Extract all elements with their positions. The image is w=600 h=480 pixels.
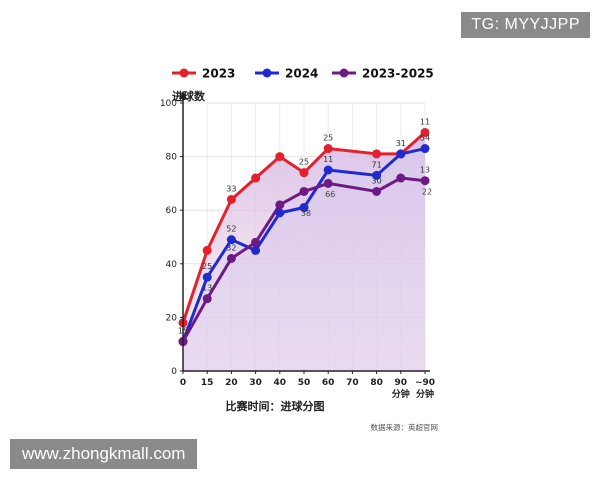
data-point xyxy=(372,170,382,180)
x-tick-label: ~90 xyxy=(415,378,435,388)
data-point xyxy=(420,176,430,186)
x-tick-label: 0 xyxy=(180,378,186,388)
data-point xyxy=(396,173,406,183)
x-tick-label: 80 xyxy=(370,378,383,388)
data-point xyxy=(202,294,212,304)
data-label: 13 xyxy=(202,284,212,293)
y-tick-label: 20 xyxy=(166,313,178,323)
series-line-2023-2025 xyxy=(181,176,426,343)
data-point xyxy=(299,186,309,196)
watermark-top: TG: MYYJJPP xyxy=(461,12,590,38)
legend-label: 2024 xyxy=(285,67,318,81)
x-tick-label: 15 xyxy=(201,378,214,388)
series-points xyxy=(178,127,430,347)
data-point xyxy=(202,272,212,282)
data-point xyxy=(226,194,236,204)
legend-marker xyxy=(179,68,189,78)
data-label: 22 xyxy=(422,187,432,196)
data-point xyxy=(420,127,430,137)
data-point xyxy=(372,186,382,196)
x-tick-label: 60 xyxy=(322,378,335,388)
data-point xyxy=(275,208,285,218)
data-label: 30 xyxy=(372,176,382,185)
y-tick-label: 40 xyxy=(166,260,178,270)
legend-label: 2023 xyxy=(202,67,235,81)
data-label: 31 xyxy=(396,139,406,148)
y-tick-label: 80 xyxy=(166,153,178,163)
watermark-bottom: www.zhongkmall.com xyxy=(10,439,198,469)
y-axis-label: 进球数 xyxy=(172,89,206,103)
x-tick-sublabel: 分钟 xyxy=(416,388,434,400)
data-point xyxy=(202,245,212,255)
data-point xyxy=(299,203,309,213)
data-point xyxy=(396,149,406,159)
data-labels: 332525112552117131541513323013223866 xyxy=(178,117,432,335)
data-point xyxy=(226,253,236,263)
legend-label: 2023-2025 xyxy=(362,67,434,81)
data-label: 25 xyxy=(299,158,309,167)
data-label: 25 xyxy=(202,262,212,271)
data-point xyxy=(323,178,333,188)
chart-card: 2023 2024 2023-2025 进球数 33 25 25 11 25 52 11 71 31… xyxy=(150,48,450,440)
y-tick-labels: 0 20 40 60 80 100 xyxy=(160,99,183,377)
x-tick-label: 70 xyxy=(346,378,359,388)
chart-axes xyxy=(179,91,430,372)
x-tick-label: 90 xyxy=(395,378,408,388)
area-2023-2025 xyxy=(183,178,425,371)
y-tick-label: 100 xyxy=(160,99,177,109)
legend-marker xyxy=(262,68,272,78)
series-lines xyxy=(181,131,426,343)
x-tick-label: 50 xyxy=(298,378,311,388)
data-label: 11 xyxy=(420,117,430,126)
data-point xyxy=(226,235,236,245)
data-point xyxy=(251,173,261,183)
data-label: 66 xyxy=(325,190,335,199)
y-tick-label: 0 xyxy=(171,367,177,377)
line-chart: 2023 2024 2023-2025 进球数 33 25 25 11 25 52 11 71 31… xyxy=(160,67,439,433)
data-label: 38 xyxy=(301,209,311,218)
series-line-2023 xyxy=(181,131,426,324)
series-areas xyxy=(183,132,425,371)
data-point xyxy=(420,144,430,154)
area-2024 xyxy=(183,148,425,371)
x-tick-label: 40 xyxy=(274,378,287,388)
data-point xyxy=(323,144,333,154)
series-line-2024 xyxy=(181,147,426,343)
data-point xyxy=(275,152,285,162)
data-label: 13 xyxy=(420,166,430,175)
chart-legend: 2023 2024 2023-2025 xyxy=(172,67,434,81)
x-tick-sublabel: 分钟 xyxy=(392,388,410,400)
data-point xyxy=(275,200,285,210)
data-label: 71 xyxy=(372,160,382,169)
data-point xyxy=(323,165,333,175)
data-point xyxy=(251,245,261,255)
data-label: 11 xyxy=(323,155,333,164)
data-label: 54 xyxy=(420,134,430,143)
y-axis-arrow xyxy=(179,91,187,99)
x-axis-label: 比赛时间：进球分图 xyxy=(226,399,325,413)
source-note: 数据来源：英超官网 xyxy=(371,422,439,432)
data-point xyxy=(299,168,309,178)
data-label: 25 xyxy=(323,134,333,143)
data-label: 32 xyxy=(226,243,236,252)
y-tick-label: 60 xyxy=(166,206,178,216)
area-fill xyxy=(183,132,425,371)
area-2023 xyxy=(183,132,425,371)
data-label: 52 xyxy=(226,225,236,234)
data-point xyxy=(372,149,382,159)
x-tick-label: 30 xyxy=(249,378,262,388)
data-label: 33 xyxy=(226,184,236,193)
x-tick-label: 20 xyxy=(225,378,238,388)
data-point xyxy=(251,237,261,247)
legend-marker xyxy=(339,68,349,78)
